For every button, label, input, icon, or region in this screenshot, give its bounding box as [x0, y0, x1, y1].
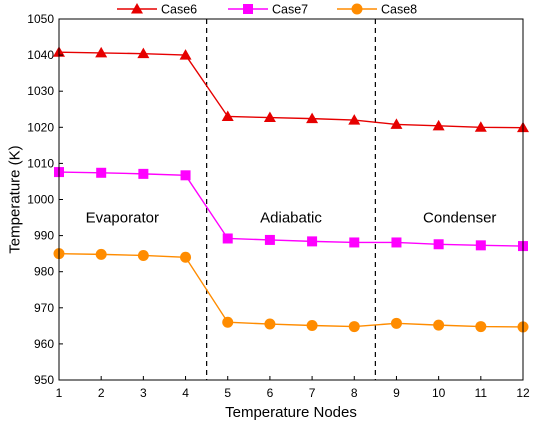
x-axis-title: Temperature Nodes	[225, 404, 357, 421]
data-point	[179, 49, 192, 60]
x-tick-label: 5	[224, 386, 231, 400]
data-point	[306, 319, 318, 331]
x-tick-label: 2	[98, 386, 105, 400]
data-point	[390, 118, 403, 129]
x-tick-label: 3	[140, 386, 147, 400]
legend-marker	[243, 4, 253, 14]
y-tick-label: 1030	[27, 84, 54, 98]
legend-item-case7: Case7	[228, 3, 308, 17]
legend: Case6 Case7 Case8	[117, 3, 417, 17]
y-tick-label: 970	[34, 301, 54, 315]
data-point	[264, 318, 276, 330]
series-line	[58, 51, 524, 129]
data-point	[221, 110, 234, 121]
series-line	[58, 252, 524, 328]
legend-label: Case7	[272, 3, 308, 17]
x-tick-label: 8	[351, 386, 358, 400]
data-point	[137, 47, 150, 59]
data-point	[432, 119, 445, 131]
y-tick-label: 1050	[27, 12, 54, 26]
data-point	[137, 249, 149, 261]
data-point	[95, 46, 108, 58]
x-tick-label: 6	[267, 386, 274, 400]
y-tick-label: 980	[34, 265, 54, 279]
legend-label: Case8	[381, 3, 417, 17]
legend-item-case6: Case6	[117, 3, 197, 17]
x-tick-label: 12	[516, 386, 530, 400]
data-point	[138, 168, 149, 179]
region-label: Condenser	[423, 210, 496, 227]
legend-item-case8: Case8	[337, 3, 417, 17]
data-point	[96, 167, 107, 178]
series-layer	[53, 46, 529, 333]
y-tick-label: 1010	[27, 156, 54, 170]
data-point	[263, 111, 276, 123]
data-point	[348, 114, 361, 125]
region-label: Evaporator	[86, 210, 159, 227]
y-tick-label: 960	[34, 337, 54, 351]
data-point	[307, 236, 318, 247]
x-axis: 1 2 3 4 5 6 7 8 9 10 11 12	[56, 376, 530, 400]
data-point	[306, 112, 319, 124]
data-point	[264, 234, 275, 245]
y-axis-title: Temperature (K)	[6, 145, 23, 253]
series-case8	[53, 248, 529, 333]
region-labels: Evaporator Adiabatic Condenser	[86, 210, 497, 227]
x-tick-label: 10	[432, 386, 446, 400]
data-point	[474, 121, 487, 132]
data-point	[475, 321, 487, 333]
legend-marker	[351, 3, 363, 15]
y-axis: 950 960 970 980 990 1000 1010 1020 1030 1040 1050	[27, 12, 63, 387]
data-point	[433, 319, 445, 331]
data-point	[348, 321, 360, 333]
series-case6	[53, 46, 529, 133]
region-dividers	[206, 19, 376, 380]
legend-marker	[131, 3, 143, 14]
region-label: Adiabatic	[260, 210, 322, 227]
data-point	[391, 237, 402, 248]
data-point	[180, 251, 192, 263]
x-tick-label: 1	[56, 386, 63, 400]
data-point	[390, 317, 402, 329]
legend-label: Case6	[161, 3, 197, 17]
x-tick-label: 7	[309, 386, 316, 400]
x-tick-label: 9	[393, 386, 400, 400]
y-tick-label: 990	[34, 229, 54, 243]
x-tick-label: 4	[182, 386, 189, 400]
y-tick-label: 950	[34, 373, 54, 387]
data-point	[349, 237, 360, 248]
y-tick-label: 1020	[27, 120, 54, 134]
x-tick-label: 11	[475, 386, 488, 400]
data-point	[475, 240, 486, 251]
data-point	[222, 233, 233, 244]
y-tick-label: 1000	[27, 193, 54, 207]
data-point	[180, 170, 191, 181]
y-tick-label: 1040	[27, 48, 54, 62]
data-point	[433, 239, 444, 250]
series-line	[58, 171, 524, 247]
data-point	[95, 248, 107, 260]
data-point	[222, 316, 234, 328]
